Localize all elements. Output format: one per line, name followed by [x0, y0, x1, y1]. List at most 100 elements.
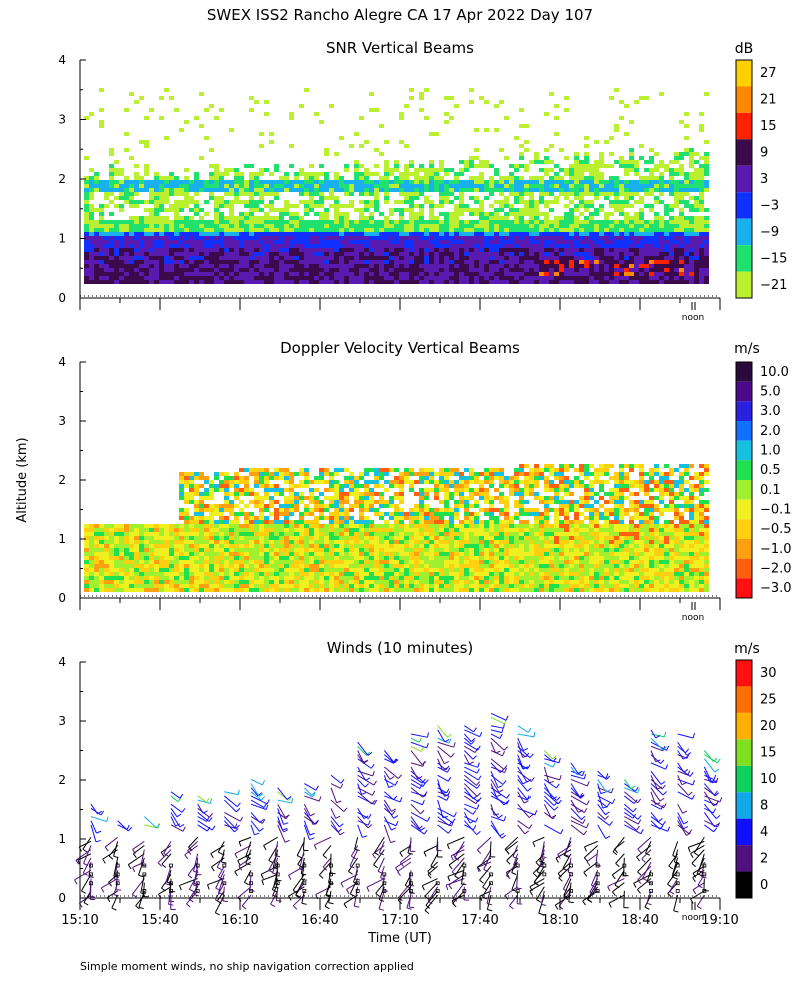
- snr-cell: [499, 280, 504, 284]
- snr-cell: [219, 108, 224, 112]
- doppler-cell: [174, 572, 179, 576]
- doppler-cell: [354, 500, 359, 504]
- snr-cell: [704, 180, 709, 184]
- snr-cell: [509, 192, 514, 196]
- snr-cell: [159, 220, 164, 224]
- snr-cell: [434, 216, 439, 220]
- doppler-cell: [264, 520, 269, 524]
- snr-cell: [364, 176, 369, 180]
- snr-cell: [624, 164, 629, 168]
- snr-cell: [154, 256, 159, 260]
- doppler-cell: [384, 576, 389, 580]
- doppler-cell: [394, 560, 399, 564]
- snr-cell: [489, 192, 494, 196]
- doppler-cell: [294, 540, 299, 544]
- snr-cell: [309, 228, 314, 232]
- snr-cell: [279, 252, 284, 256]
- doppler-cell: [159, 532, 164, 536]
- snr-cell: [204, 264, 209, 268]
- snr-cell: [464, 260, 469, 264]
- snr-cell: [269, 248, 274, 252]
- snr-cell: [259, 232, 264, 236]
- snr-cell: [674, 224, 679, 228]
- doppler-cell: [249, 572, 254, 576]
- snr-cell: [539, 276, 544, 280]
- snr-cell: [184, 276, 189, 280]
- doppler-cell: [374, 560, 379, 564]
- doppler-cell: [229, 500, 234, 504]
- snr-cell: [144, 268, 149, 272]
- snr-cell: [644, 276, 649, 280]
- doppler-cell: [94, 572, 99, 576]
- snr-cell: [509, 264, 514, 268]
- snr-cell: [84, 176, 89, 180]
- doppler-cell: [114, 560, 119, 564]
- doppler-cell: [364, 572, 369, 576]
- doppler-cell: [219, 512, 224, 516]
- snr-cell: [294, 268, 299, 272]
- snr-cell: [214, 260, 219, 264]
- snr-cell: [284, 224, 289, 228]
- doppler-cell: [374, 528, 379, 532]
- snr-cell: [554, 188, 559, 192]
- snr-cell: [119, 272, 124, 276]
- snr-cell: [164, 268, 169, 272]
- doppler-cell: [264, 492, 269, 496]
- snr-cell: [454, 104, 459, 108]
- doppler-cell: [294, 580, 299, 584]
- snr-cell: [154, 232, 159, 236]
- snr-cell: [619, 260, 624, 264]
- doppler-cell: [194, 512, 199, 516]
- snr-cell: [374, 252, 379, 256]
- doppler-cell: [244, 524, 249, 528]
- doppler-cell: [144, 564, 149, 568]
- snr-cell: [474, 252, 479, 256]
- doppler-cell: [189, 544, 194, 548]
- snr-cell: [379, 252, 384, 256]
- snr-cell: [94, 184, 99, 188]
- doppler-cell: [209, 484, 214, 488]
- doppler-cell: [159, 580, 164, 584]
- doppler-cell: [354, 520, 359, 524]
- snr-cell: [684, 180, 689, 184]
- doppler-cell: [184, 532, 189, 536]
- snr-cell: [544, 172, 549, 176]
- doppler-cell: [234, 576, 239, 580]
- snr-cell: [379, 276, 384, 280]
- snr-cell: [219, 252, 224, 256]
- snr-cell: [189, 196, 194, 200]
- doppler-cell: [359, 528, 364, 532]
- snr-cell: [99, 108, 104, 112]
- snr-cell: [679, 184, 684, 188]
- snr-cell: [399, 224, 404, 228]
- snr-cell: [259, 172, 264, 176]
- snr-cell: [444, 112, 449, 116]
- snr-cell: [449, 228, 454, 232]
- snr-cell: [244, 192, 249, 196]
- snr-cell: [264, 216, 269, 220]
- snr-cell: [129, 252, 134, 256]
- snr-cell: [109, 180, 114, 184]
- doppler-cell: [89, 540, 94, 544]
- snr-cell: [239, 236, 244, 240]
- snr-cell: [469, 248, 474, 252]
- snr-cell: [479, 96, 484, 100]
- doppler-cell: [109, 576, 114, 580]
- snr-cell: [629, 220, 634, 224]
- snr-cell: [114, 236, 119, 240]
- snr-cell: [399, 220, 404, 224]
- snr-cell: [439, 232, 444, 236]
- snr-cell: [334, 172, 339, 176]
- snr-cell: [514, 248, 519, 252]
- snr-cell: [399, 272, 404, 276]
- snr-cell: [454, 212, 459, 216]
- snr-cell: [644, 240, 649, 244]
- snr-cell: [534, 228, 539, 232]
- snr-cell: [344, 212, 349, 216]
- doppler-cell: [99, 532, 104, 536]
- snr-cell: [159, 200, 164, 204]
- snr-cell: [179, 220, 184, 224]
- snr-cell: [294, 264, 299, 268]
- snr-cell: [294, 276, 299, 280]
- snr-cell: [389, 272, 394, 276]
